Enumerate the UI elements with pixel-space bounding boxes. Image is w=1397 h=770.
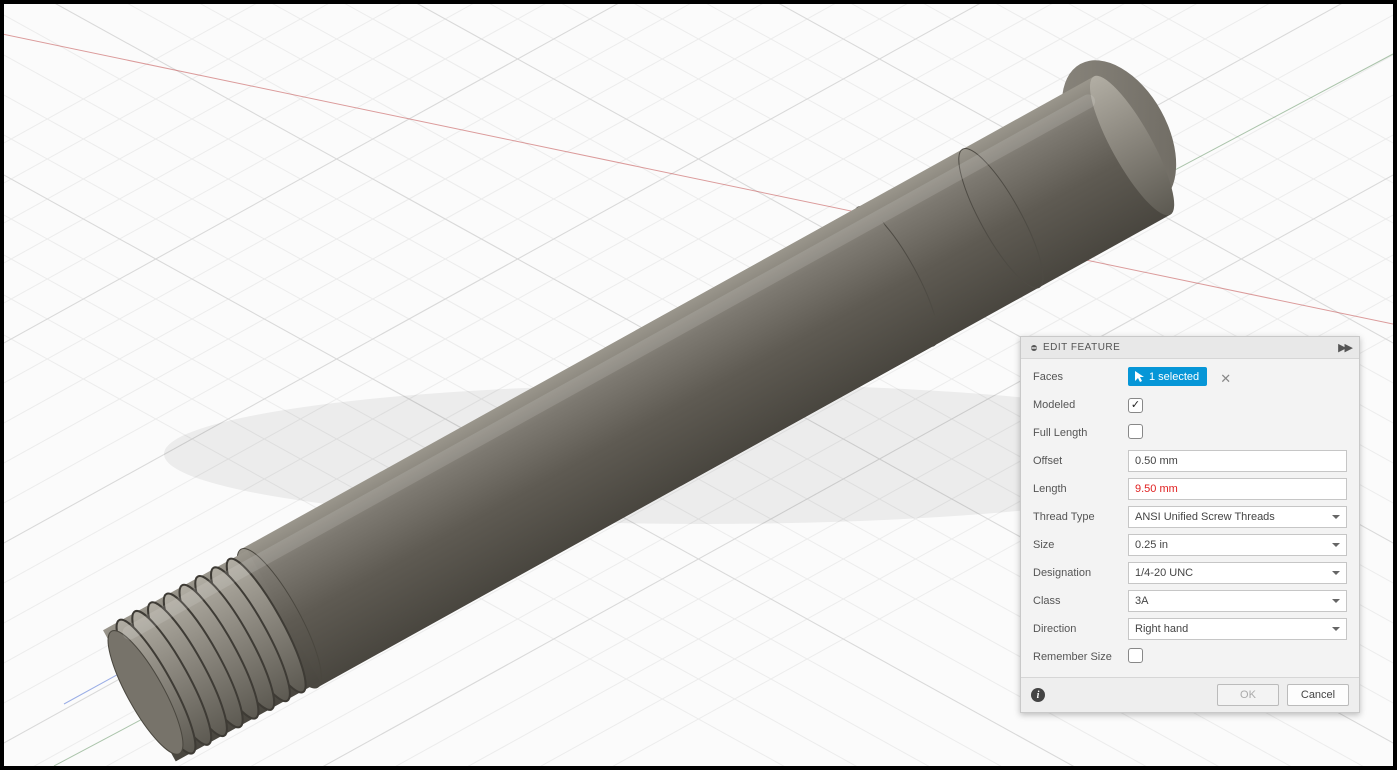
row-remember-size: Remember Size — [1033, 643, 1347, 671]
row-thread-type: Thread Type ANSI Unified Screw Threads — [1033, 503, 1347, 531]
label-modeled: Modeled — [1033, 399, 1128, 411]
row-full-length: Full Length — [1033, 419, 1347, 447]
checkbox-full-length[interactable] — [1128, 424, 1143, 439]
dropdown-class-value: 3A — [1135, 595, 1148, 607]
dropdown-size[interactable]: 0.25 in — [1128, 534, 1347, 556]
dropdown-direction-value: Right hand — [1135, 623, 1188, 635]
row-class: Class 3A — [1033, 587, 1347, 615]
ok-button[interactable]: OK — [1217, 684, 1279, 706]
dropdown-thread-type[interactable]: ANSI Unified Screw Threads — [1128, 506, 1347, 528]
dropdown-class[interactable]: 3A — [1128, 590, 1347, 612]
label-size: Size — [1033, 539, 1128, 551]
chevron-down-icon — [1332, 599, 1340, 603]
dropdown-direction[interactable]: Right hand — [1128, 618, 1347, 640]
faces-clear-icon[interactable]: ✕ — [1220, 371, 1231, 386]
cancel-button[interactable]: Cancel — [1287, 684, 1349, 706]
dropdown-size-value: 0.25 in — [1135, 539, 1168, 551]
checkbox-modeled[interactable] — [1128, 398, 1143, 413]
label-designation: Designation — [1033, 567, 1128, 579]
panel-title: EDIT FEATURE — [1043, 342, 1120, 353]
panel-body: Faces 1 selected ✕ Modeled Full Length — [1021, 359, 1359, 677]
collapse-icon[interactable] — [1029, 343, 1039, 353]
input-length[interactable] — [1128, 478, 1347, 500]
row-designation: Designation 1/4-20 UNC — [1033, 559, 1347, 587]
panel-fast-forward-icon[interactable]: ▶▶ — [1338, 341, 1351, 354]
panel-footer: i OK Cancel — [1021, 677, 1359, 712]
label-length: Length — [1033, 483, 1128, 495]
label-direction: Direction — [1033, 623, 1128, 635]
label-full-length: Full Length — [1033, 427, 1128, 439]
faces-selection-text: 1 selected — [1149, 371, 1199, 383]
panel-header[interactable]: EDIT FEATURE ▶▶ — [1021, 337, 1359, 359]
input-offset[interactable] — [1128, 450, 1347, 472]
row-offset: Offset — [1033, 447, 1347, 475]
row-faces: Faces 1 selected ✕ — [1033, 363, 1347, 391]
edit-feature-panel: EDIT FEATURE ▶▶ Faces 1 selected ✕ Model… — [1020, 336, 1360, 713]
label-thread-type: Thread Type — [1033, 511, 1128, 523]
dropdown-designation-value: 1/4-20 UNC — [1135, 567, 1193, 579]
faces-selection-tag[interactable]: 1 selected — [1128, 367, 1207, 386]
info-icon[interactable]: i — [1031, 688, 1045, 702]
chevron-down-icon — [1332, 515, 1340, 519]
row-size: Size 0.25 in — [1033, 531, 1347, 559]
checkbox-remember-size[interactable] — [1128, 648, 1143, 663]
chevron-down-icon — [1332, 543, 1340, 547]
dropdown-designation[interactable]: 1/4-20 UNC — [1128, 562, 1347, 584]
label-class: Class — [1033, 595, 1128, 607]
chevron-down-icon — [1332, 571, 1340, 575]
label-remember-size: Remember Size — [1033, 651, 1128, 663]
row-direction: Direction Right hand — [1033, 615, 1347, 643]
row-modeled: Modeled — [1033, 391, 1347, 419]
chevron-down-icon — [1332, 627, 1340, 631]
cursor-icon — [1134, 370, 1145, 383]
row-length: Length — [1033, 475, 1347, 503]
label-offset: Offset — [1033, 455, 1128, 467]
label-faces: Faces — [1033, 371, 1128, 383]
dropdown-thread-type-value: ANSI Unified Screw Threads — [1135, 511, 1275, 523]
cad-viewport[interactable]: EDIT FEATURE ▶▶ Faces 1 selected ✕ Model… — [4, 4, 1393, 766]
